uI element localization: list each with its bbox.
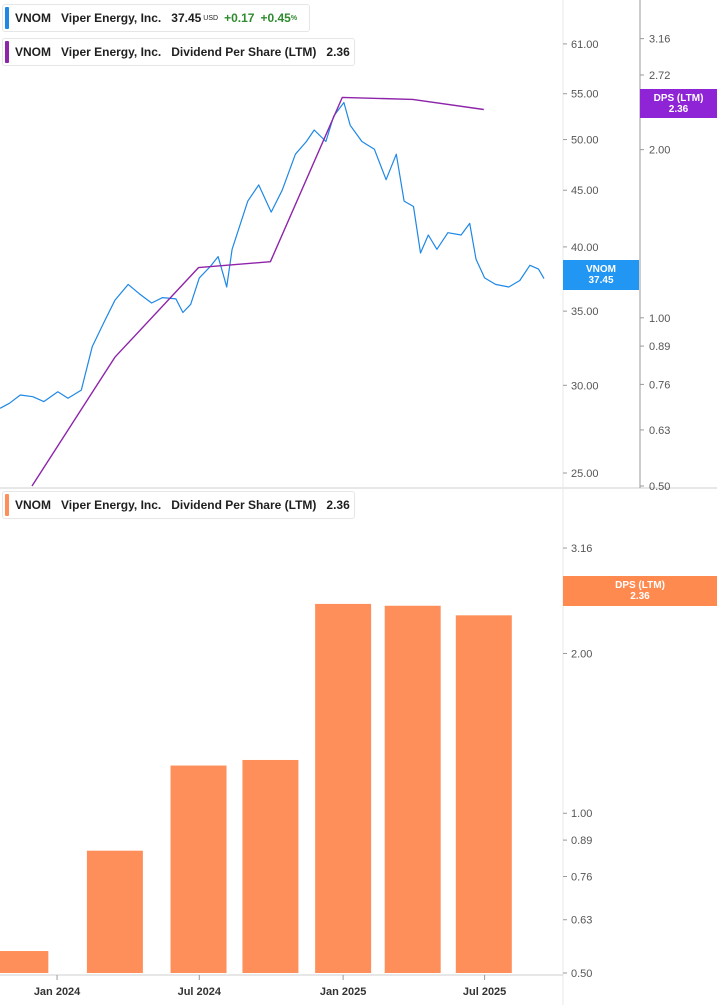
price-line (0, 101, 545, 409)
dps-flag-bottom: DPS (LTM) 2.36 (563, 576, 717, 606)
x-tick-label: Jul 2024 (178, 986, 222, 998)
dps-bottom-tick-label: 0.63 (571, 915, 592, 927)
dps-bar (384, 605, 441, 973)
price-legend-change: +0.17 (224, 11, 255, 25)
price-flag-ticker: VNOM (586, 264, 616, 275)
dps-bar (86, 850, 143, 973)
dps-tick-label: 2.72 (649, 70, 670, 82)
dps-tick-label: 1.00 (649, 313, 670, 325)
price-tick-label: 40.00 (571, 242, 599, 254)
price-legend-ticker: VNOM (15, 11, 51, 25)
dps-flag-bottom-value: 2.36 (630, 591, 650, 602)
dps-bar-swatch (5, 494, 9, 516)
price-legend-pct-unit: % (290, 14, 298, 22)
price-tick-label: 50.00 (571, 135, 599, 147)
dps-bar (242, 759, 299, 973)
dps-legend-value: 2.36 (326, 45, 350, 59)
price-legend: VNOM Viper Energy, Inc. 37.45 USD +0.17 … (2, 4, 310, 32)
dps-axis-bottom: 0.500.630.760.891.002.002.723.16 (563, 543, 592, 980)
dps-bottom-tick-label: 0.76 (571, 871, 592, 883)
chart-lines (0, 96, 545, 487)
dps-line (31, 96, 484, 487)
dps-bottom-legend-metric: Dividend Per Share (LTM) (171, 498, 317, 512)
dps-legend-top: VNOM Viper Energy, Inc. Dividend Per Sha… (2, 38, 355, 66)
dps-tick-label: 3.16 (649, 34, 670, 46)
dps-flag-top-label: DPS (LTM) (653, 92, 704, 104)
dps-bottom-legend-value: 2.36 (326, 498, 350, 512)
price-tick-label: 25.00 (571, 468, 599, 480)
dps-legend-company: Viper Energy, Inc. (61, 45, 162, 59)
price-tick-label: 35.00 (571, 306, 599, 318)
x-axis: Jan 2024 Jul 2024 Jan 2025 Jul 2025 (34, 975, 506, 998)
dps-line-swatch (5, 41, 9, 63)
dps-legend-ticker: VNOM (15, 45, 51, 59)
price-legend-change-pct: +0.45 (260, 11, 291, 25)
price-tick-label: 45.00 (571, 185, 599, 197)
x-tick-label: Jan 2024 (34, 986, 81, 998)
price-flag-value: 37.45 (588, 275, 614, 286)
dps-bottom-tick-label: 0.50 (571, 968, 592, 980)
price-tick-label: 30.00 (571, 380, 599, 392)
dps-bar (170, 765, 227, 973)
dps-legend-metric: Dividend Per Share (LTM) (171, 45, 317, 59)
price-legend-price: 37.45 (171, 11, 202, 25)
dps-bottom-tick-label: 1.00 (571, 808, 592, 820)
price-legend-company: Viper Energy, Inc. (61, 11, 162, 25)
price-swatch (5, 7, 9, 29)
dps-tick-label: 0.50 (649, 481, 670, 493)
dps-bar (0, 951, 49, 973)
dps-bottom-tick-label: 0.89 (571, 835, 592, 847)
dps-tick-label: 0.89 (649, 341, 670, 353)
dps-bottom-tick-label: 2.00 (571, 648, 592, 660)
dps-bar (315, 603, 372, 973)
price-legend-currency: USD (203, 14, 219, 22)
price-tick-label: 55.00 (571, 89, 599, 101)
dps-bars (0, 603, 512, 973)
dps-axis-top: 0.50 0.63 0.76 0.89 1.00 2.00 2.72 3.16 (640, 34, 670, 493)
price-flag: VNOM 37.45 (563, 260, 639, 290)
dps-legend-bottom: VNOM Viper Energy, Inc. Dividend Per Sha… (2, 491, 355, 519)
price-axis: 25.00 30.00 35.00 40.00 45.00 50.00 55.00 61.00 (563, 39, 599, 480)
dps-bar (455, 615, 512, 973)
price-tick-label: 61.00 (571, 39, 599, 51)
dps-flag-top-value: 2.36 (668, 103, 689, 115)
dps-bottom-legend-ticker: VNOM (15, 498, 51, 512)
dps-bottom-tick-label: 3.16 (571, 543, 592, 555)
x-tick-label: Jan 2025 (320, 986, 366, 998)
dps-bottom-legend-company: Viper Energy, Inc. (61, 498, 162, 512)
dps-flag-top: DPS (LTM) 2.36 (640, 89, 717, 118)
dps-tick-label: 2.00 (649, 145, 670, 157)
x-tick-label: Jul 2025 (463, 986, 506, 998)
dps-tick-label: 0.63 (649, 425, 670, 437)
dps-flag-bottom-label: DPS (LTM) (615, 580, 665, 591)
dps-tick-label: 0.76 (649, 379, 670, 391)
